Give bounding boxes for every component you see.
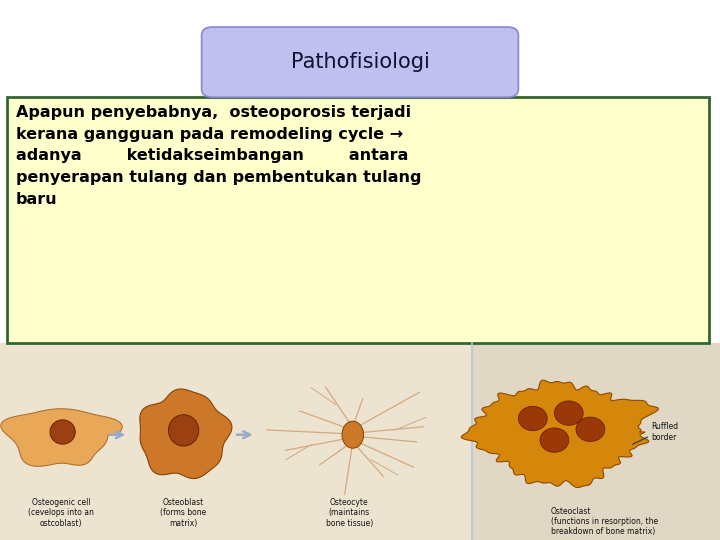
Text: Osteoclast
(functions in resorption, the
breakdown of bone matrix): Osteoclast (functions in resorption, the… (551, 507, 658, 536)
FancyBboxPatch shape (0, 343, 472, 540)
Text: Apapun penyebabnya,  osteoporosis terjadi
kerana gangguan pada remodeling cycle : Apapun penyebabnya, osteoporosis terjadi… (16, 105, 421, 207)
Text: Ruffled
border: Ruffled border (652, 422, 679, 442)
FancyBboxPatch shape (472, 343, 720, 540)
Ellipse shape (540, 428, 569, 453)
Ellipse shape (554, 401, 583, 426)
Polygon shape (1, 409, 122, 466)
Text: Pathofisiologi: Pathofisiologi (291, 52, 429, 72)
Ellipse shape (518, 406, 547, 431)
Text: Osteocyte
(maintains
bone tissue): Osteocyte (maintains bone tissue) (325, 498, 373, 528)
FancyBboxPatch shape (7, 97, 709, 343)
Polygon shape (140, 389, 232, 478)
Text: Osteogenic cell
(cevelops into an
ostcoblast): Osteogenic cell (cevelops into an ostcob… (28, 498, 94, 528)
FancyBboxPatch shape (202, 27, 518, 97)
Polygon shape (462, 380, 658, 488)
Ellipse shape (168, 415, 199, 446)
Ellipse shape (342, 421, 364, 448)
Ellipse shape (576, 417, 605, 442)
Text: Osteoblast
(forms bone
matrix): Osteoblast (forms bone matrix) (161, 498, 207, 528)
Ellipse shape (50, 420, 76, 444)
